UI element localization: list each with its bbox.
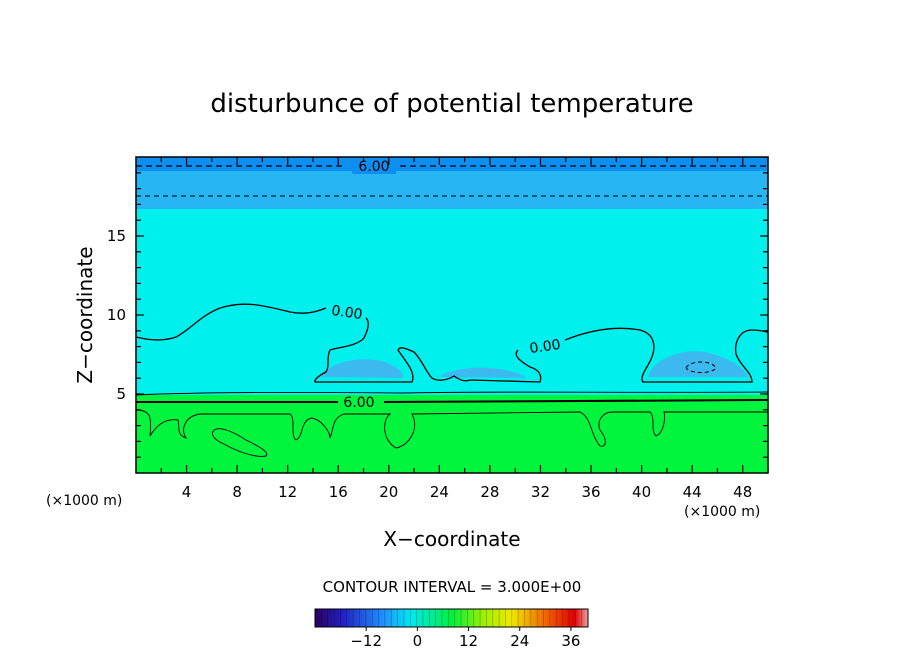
contour-dashed-patch [685,361,717,373]
colorbar-segments [321,609,582,627]
blue-patch-2 [440,367,525,378]
x-unit-right: (×1000 m) [684,504,760,520]
x-ticks: 4 8 12 16 20 24 28 32 36 40 44 48 [160,157,769,501]
chart-title: disturbunce of potential temperature [210,89,693,119]
contour-label-zero-right: 0.00 [529,337,562,357]
x-tick-label: 40 [632,483,651,501]
x-axis-title: X−coordinate [383,527,520,551]
x-tick-label: 8 [232,483,242,501]
x-tick-label: 16 [329,483,348,501]
contour-fill [136,157,768,473]
y-tick-label: 15 [107,227,126,245]
colorbar-tick-label: 36 [561,632,580,650]
x-tick-label: 32 [531,483,550,501]
colorbar [314,608,589,628]
y-tick-label: 10 [107,306,126,324]
contour-label-zero-left: 0.00 [330,303,363,323]
contour-label-six-lower: 6.00 [343,395,374,411]
x-tick-label: 28 [480,483,499,501]
contour-zero-left [136,303,542,383]
x-tick-label: 44 [683,483,702,501]
field-lower-band [136,395,768,473]
colorbar-tick-label: −12 [350,632,382,650]
contour-boundary-b [136,409,768,449]
contour-lines [136,165,768,457]
contour-six-lower [136,399,768,403]
contour-boundary-a [136,391,768,396]
field-top-band [136,157,768,171]
colorbar-tick-label: 12 [459,632,478,650]
blue-patch-1 [320,359,403,378]
x-unit-left: (×1000 m) [46,493,122,509]
y-axis-title: Z−coordinate [73,246,97,383]
contour-label-top: 6.00 [358,159,389,175]
x-tick-label: 36 [581,483,600,501]
x-tick-label: 4 [182,483,192,501]
colorbar-tick-label: 0 [413,632,423,650]
x-tick-label: 20 [379,483,398,501]
contour-interval-text: CONTOUR INTERVAL = 3.000E+00 [323,578,582,596]
contour-label-group: 6.00 0.00 0.00 6.00 [330,158,562,411]
contour-zero-right [564,327,768,383]
contour-small-loop [212,428,268,457]
blue-patch-3 [648,351,748,377]
y-tick-label: 5 [116,385,126,403]
colorbar-ticks: −12 0 12 24 36 [350,627,580,650]
x-tick-label: 24 [430,483,449,501]
x-tick-label: 12 [278,483,297,501]
x-tick-label: 48 [733,483,752,501]
y-ticks: 5 10 15 [107,172,768,458]
colorbar-tick-label: 24 [510,632,529,650]
